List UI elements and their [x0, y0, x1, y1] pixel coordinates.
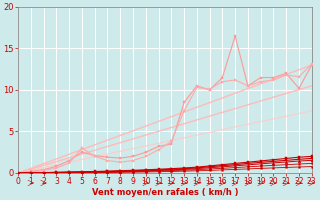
X-axis label: Vent moyen/en rafales ( km/h ): Vent moyen/en rafales ( km/h ) — [92, 188, 238, 197]
